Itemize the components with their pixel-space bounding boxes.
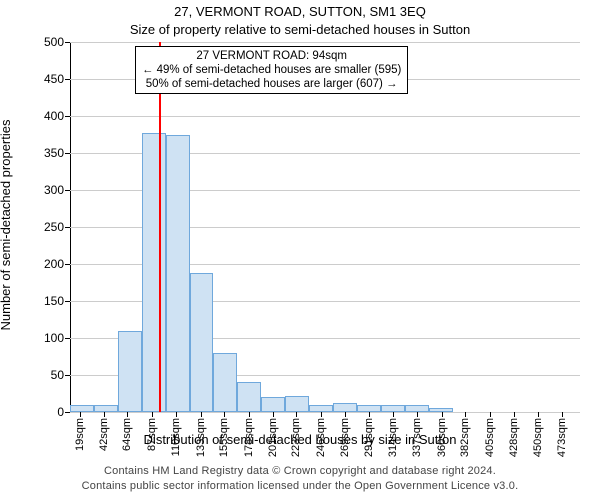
x-tick [273, 412, 274, 417]
grid-line [70, 412, 580, 413]
y-tick-label: 50 [24, 368, 64, 382]
histogram-bar [261, 397, 285, 412]
histogram-bar [166, 135, 190, 413]
subtitle: Size of property relative to semi-detach… [0, 22, 600, 37]
x-tick [369, 412, 370, 417]
y-tick-label: 400 [24, 109, 64, 123]
histogram-chart: 05010015020025030035040045050019sqm42sqm… [70, 42, 580, 412]
property-size-marker [159, 42, 161, 412]
plot-area: 05010015020025030035040045050019sqm42sqm… [70, 42, 580, 412]
y-tick [65, 338, 70, 339]
y-tick-label: 450 [24, 72, 64, 86]
x-tick [393, 412, 394, 417]
histogram-bar [309, 405, 333, 412]
y-tick [65, 301, 70, 302]
y-tick-label: 200 [24, 257, 64, 271]
x-tick [490, 412, 491, 417]
histogram-bar [142, 133, 166, 412]
x-tick [321, 412, 322, 417]
x-tick [152, 412, 153, 417]
annotation-line: ← 49% of semi-detached houses are smalle… [142, 63, 402, 77]
x-tick [249, 412, 250, 417]
y-tick [65, 79, 70, 80]
y-tick [65, 227, 70, 228]
x-tick [514, 412, 515, 417]
grid-line [70, 116, 580, 117]
copyright-line-2: Contains public sector information licen… [0, 480, 600, 492]
y-tick [65, 116, 70, 117]
y-tick [65, 153, 70, 154]
histogram-bar [118, 331, 142, 412]
histogram-bar [405, 405, 429, 412]
x-tick [104, 412, 105, 417]
annotation-line: 27 VERMONT ROAD: 94sqm [142, 49, 402, 63]
x-tick [296, 412, 297, 417]
histogram-bar [381, 405, 405, 412]
y-tick [65, 412, 70, 413]
y-tick-label: 0 [24, 405, 64, 419]
histogram-bar [333, 403, 357, 412]
x-tick [465, 412, 466, 417]
y-tick-label: 350 [24, 146, 64, 160]
y-tick-label: 250 [24, 220, 64, 234]
x-tick [417, 412, 418, 417]
grid-line [70, 42, 580, 43]
histogram-bar [429, 408, 453, 412]
y-axis-title: Number of semi-detached properties [0, 120, 13, 331]
y-tick-label: 150 [24, 294, 64, 308]
histogram-bar [285, 396, 309, 412]
histogram-bar [70, 405, 94, 412]
x-tick [176, 412, 177, 417]
histogram-bar [237, 382, 261, 412]
y-tick [65, 264, 70, 265]
histogram-bar [190, 273, 214, 412]
x-tick [127, 412, 128, 417]
x-tick [345, 412, 346, 417]
x-tick [562, 412, 563, 417]
y-tick [65, 42, 70, 43]
x-tick [80, 412, 81, 417]
y-tick [65, 375, 70, 376]
annotation-line: 50% of semi-detached houses are larger (… [142, 77, 402, 91]
histogram-bar [94, 405, 118, 412]
x-axis-title: Distribution of semi-detached houses by … [0, 432, 600, 447]
annotation-box: 27 VERMONT ROAD: 94sqm← 49% of semi-deta… [135, 46, 409, 94]
copyright-line-1: Contains HM Land Registry data © Crown c… [0, 465, 600, 477]
y-tick [65, 190, 70, 191]
y-tick-label: 500 [24, 35, 64, 49]
x-tick [538, 412, 539, 417]
y-tick-label: 100 [24, 331, 64, 345]
histogram-bar [213, 353, 237, 412]
y-tick-label: 300 [24, 183, 64, 197]
supertitle: 27, VERMONT ROAD, SUTTON, SM1 3EQ [0, 4, 600, 19]
x-tick [442, 412, 443, 417]
x-tick [201, 412, 202, 417]
x-tick [224, 412, 225, 417]
histogram-bar [357, 405, 381, 412]
